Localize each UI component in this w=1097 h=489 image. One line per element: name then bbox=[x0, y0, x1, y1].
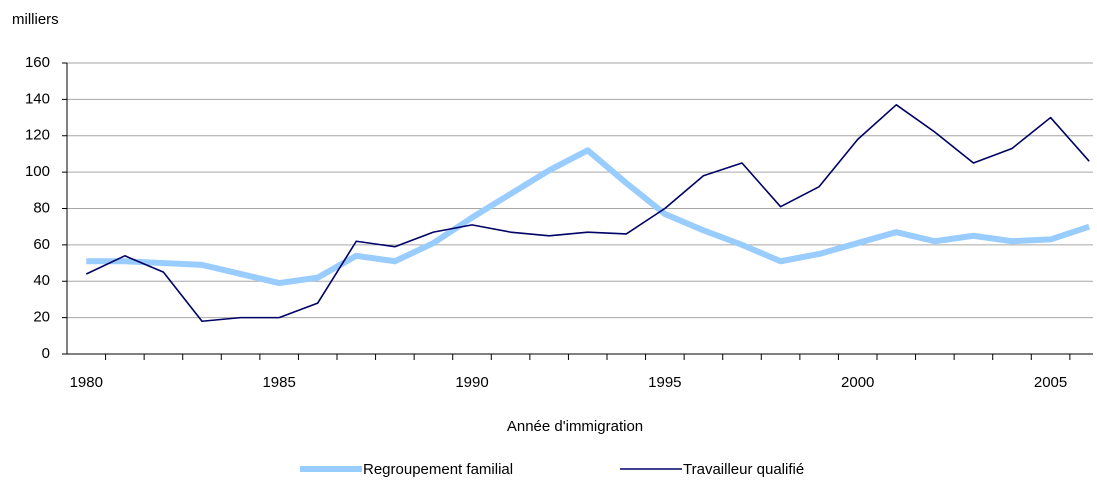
y-tick-label: 100 bbox=[25, 163, 50, 180]
x-tick-label: 1995 bbox=[648, 374, 681, 391]
x-tick-label: 1980 bbox=[70, 374, 103, 391]
y-tick-label: 0 bbox=[42, 345, 50, 362]
y-tick-label: 60 bbox=[33, 236, 50, 253]
y-tick-label: 140 bbox=[25, 90, 50, 107]
series-line bbox=[85, 104, 1090, 323]
y-tick-label: 20 bbox=[33, 309, 50, 326]
x-tick-label: 2000 bbox=[841, 374, 874, 391]
y-tick-label: 160 bbox=[25, 54, 50, 71]
x-axis-label: Année d'immigration bbox=[507, 418, 643, 435]
x-tick-label: 1990 bbox=[455, 374, 488, 391]
y-tick-label: 120 bbox=[25, 127, 50, 144]
legend-label: Regroupement familial bbox=[363, 461, 513, 478]
y-axis-label: milliers bbox=[12, 11, 59, 28]
y-tick-label: 80 bbox=[33, 199, 50, 216]
x-tick-label: 1985 bbox=[262, 374, 295, 391]
series-line bbox=[86, 147, 1091, 287]
x-tick-label: 2005 bbox=[1034, 374, 1067, 391]
y-tick-label: 40 bbox=[33, 272, 50, 289]
legend-label: Travailleur qualifié bbox=[683, 461, 804, 478]
